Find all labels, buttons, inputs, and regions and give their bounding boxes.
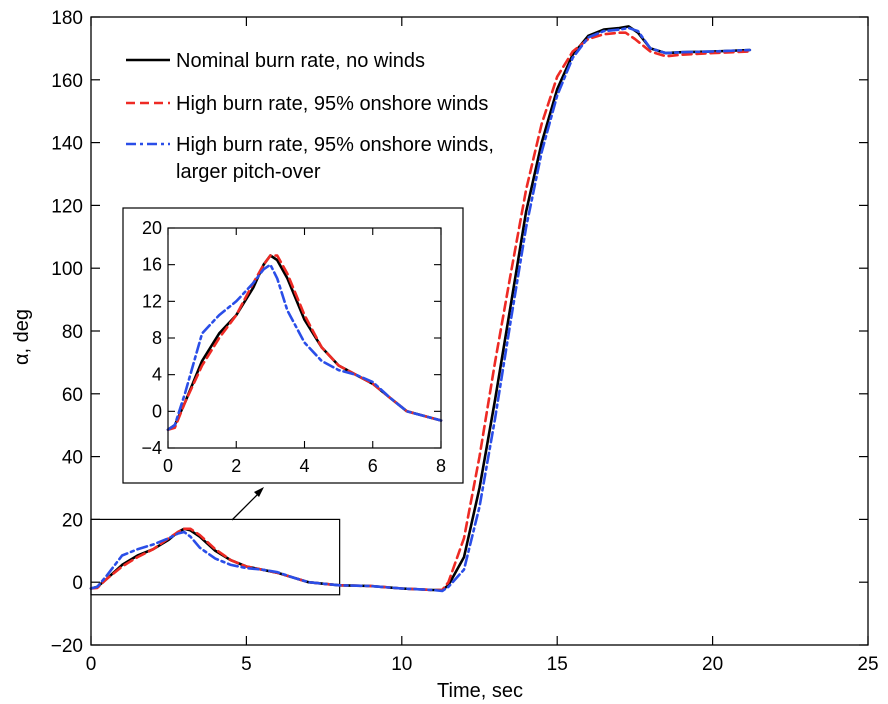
inset-x-tick-label: 2 — [231, 456, 241, 476]
x-axis-title: Time, sec — [437, 680, 523, 702]
y-tick-label: −20 — [51, 636, 83, 657]
legend-label-high-burn: High burn rate, 95% onshore winds — [176, 93, 488, 115]
y-tick-label: 0 — [72, 573, 83, 594]
y-axis-title: α, deg — [11, 309, 33, 365]
legend-label-pitch-over-line1: High burn rate, 95% onshore winds, — [176, 134, 494, 156]
legend: Nominal burn rate, no winds High burn ra… — [126, 50, 494, 183]
y-tick-label: 20 — [62, 510, 83, 531]
y-tick-label: 140 — [51, 134, 83, 155]
x-tick-label: 15 — [547, 654, 568, 675]
inset-y-tick-label: 20 — [142, 218, 162, 238]
inset-series-line-high-burn-rate-95-onshore-winds-larger-pitch-over — [166, 263, 443, 432]
y-tick-label: 100 — [51, 259, 83, 280]
inset-series-layer — [166, 254, 443, 432]
inset-y-tick-label: 4 — [152, 365, 162, 385]
series-line-high-burn-rate-95-onshore-winds-larger-pitch-over — [89, 26, 752, 593]
inset-x-tick-label: 6 — [368, 456, 378, 476]
x-tick-label: 10 — [391, 654, 412, 675]
y-tick-label: 120 — [51, 196, 83, 217]
y-tick-label: 60 — [62, 385, 83, 406]
inset-y-tick-label: 0 — [152, 401, 162, 421]
x-tick-label: 0 — [86, 654, 97, 675]
x-tick-label: 25 — [857, 654, 878, 675]
inset-y-tick-label: 12 — [142, 291, 162, 311]
inset-x-tick-label: 4 — [299, 456, 309, 476]
inset-y-tick-label: 16 — [142, 255, 162, 275]
series-layer — [89, 25, 752, 593]
legend-label-pitch-over-line2: larger pitch-over — [176, 161, 321, 183]
legend-label-nominal: Nominal burn rate, no winds — [176, 50, 425, 72]
x-tick-label: 5 — [241, 654, 252, 675]
zoom-arrow — [231, 487, 264, 521]
inset-y-tick-label: 8 — [152, 328, 162, 348]
inset-x-tick-label: 8 — [436, 456, 446, 476]
inset-frame — [122, 207, 464, 484]
y-tick-label: 180 — [51, 8, 83, 29]
inset-x-tick-label: 0 — [163, 456, 173, 476]
x-tick-label: 20 — [702, 654, 723, 675]
y-tick-label: 160 — [51, 71, 83, 92]
y-tick-label: 80 — [62, 322, 83, 343]
inset-y-tick-label: −4 — [141, 438, 162, 458]
y-tick-label: 40 — [62, 448, 83, 469]
